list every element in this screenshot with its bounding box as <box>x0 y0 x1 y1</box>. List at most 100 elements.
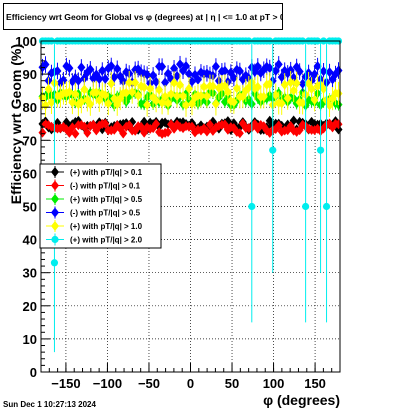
data-point <box>292 78 301 89</box>
legend-label: (+) with pT/|q| > 0.5 <box>70 195 143 204</box>
data-point <box>286 77 295 88</box>
data-point <box>211 61 220 72</box>
data-point <box>71 89 80 100</box>
data-point <box>50 259 59 267</box>
data-point <box>95 74 104 85</box>
data-point <box>205 119 214 130</box>
data-point <box>161 91 170 102</box>
data-point <box>223 87 232 98</box>
x-tick-label: 100 <box>263 376 285 391</box>
data-point <box>199 81 208 92</box>
data-point <box>310 94 319 105</box>
data-point <box>80 84 89 95</box>
data-point <box>71 128 80 139</box>
series-3 <box>38 55 343 92</box>
data-point <box>119 128 128 139</box>
data-point <box>298 78 307 89</box>
data-point <box>319 83 328 94</box>
data-point <box>232 83 241 94</box>
data-point <box>193 74 202 85</box>
series-4 <box>38 70 343 117</box>
data-point <box>95 95 104 106</box>
data-point <box>269 146 277 154</box>
data-point <box>155 84 164 95</box>
data-point <box>125 77 134 88</box>
x-tick-label: 0 <box>187 376 194 391</box>
data-point <box>68 97 77 108</box>
data-point <box>274 59 283 70</box>
data-point <box>47 97 56 108</box>
data-point <box>229 97 238 108</box>
data-point <box>158 97 167 108</box>
data-point <box>65 63 74 74</box>
data-point <box>271 124 280 135</box>
data-point <box>59 75 68 86</box>
x-tick-label: −50 <box>138 376 160 391</box>
x-tick-label: −100 <box>93 376 122 391</box>
data-point <box>334 119 343 130</box>
legend-label: (+) with pT/|q| > 1.0 <box>70 222 143 231</box>
data-point <box>134 90 143 101</box>
y-tick-label: 100 <box>15 34 37 49</box>
data-point <box>286 65 295 76</box>
data-point <box>158 61 167 72</box>
data-point <box>149 70 158 81</box>
data-point <box>185 68 194 79</box>
data-point <box>152 118 161 129</box>
data-point <box>235 66 244 77</box>
y-tick-label: 30 <box>23 266 37 281</box>
data-point <box>101 73 110 84</box>
data-point <box>146 83 155 94</box>
data-point <box>77 120 86 131</box>
data-point <box>152 95 161 106</box>
data-point <box>313 61 322 72</box>
legend-marker <box>51 207 59 218</box>
legend-marker <box>51 235 59 244</box>
data-point <box>334 88 343 99</box>
y-tick-label: 60 <box>23 166 37 181</box>
data-point <box>44 84 53 95</box>
data-point <box>185 83 194 94</box>
x-axis-label: φ (degrees) <box>263 392 340 408</box>
data-point <box>295 66 304 77</box>
data-point <box>86 99 95 110</box>
data-point <box>220 65 229 76</box>
timestamp: Sun Dec 1 10:27:13 2024 <box>3 400 96 409</box>
data-point <box>250 118 259 129</box>
data-point <box>83 127 92 138</box>
data-point <box>119 76 128 87</box>
data-point <box>170 123 179 134</box>
x-tick-label: 150 <box>304 376 326 391</box>
data-point <box>211 98 220 109</box>
y-axis-label: Efficiency wrt Geom (%) <box>8 44 24 204</box>
data-point <box>325 118 334 129</box>
data-point <box>208 81 217 92</box>
data-layer <box>38 37 343 353</box>
y-tick-label: 70 <box>23 133 37 148</box>
y-tick-label: 40 <box>23 233 37 248</box>
data-point <box>98 65 107 76</box>
y-tick-label: 80 <box>23 100 37 115</box>
data-point <box>179 123 188 134</box>
data-point <box>229 72 238 83</box>
data-point <box>277 98 286 109</box>
y-tick-label: 50 <box>23 200 37 215</box>
data-point <box>259 91 268 102</box>
data-point <box>289 85 298 96</box>
data-point <box>107 60 116 71</box>
legend-marker <box>51 180 59 191</box>
data-point <box>143 99 152 110</box>
data-point <box>325 67 334 78</box>
data-point <box>271 65 280 76</box>
data-point <box>161 77 170 88</box>
x-tick-label: 50 <box>225 376 239 391</box>
y-tick-label: 20 <box>23 299 37 314</box>
data-point <box>302 202 310 211</box>
data-point <box>65 87 74 98</box>
data-point <box>107 78 116 89</box>
data-point <box>128 87 137 98</box>
data-point <box>316 146 325 154</box>
data-point <box>283 93 292 104</box>
data-point <box>44 120 53 131</box>
x-tick-label: −150 <box>51 376 80 391</box>
